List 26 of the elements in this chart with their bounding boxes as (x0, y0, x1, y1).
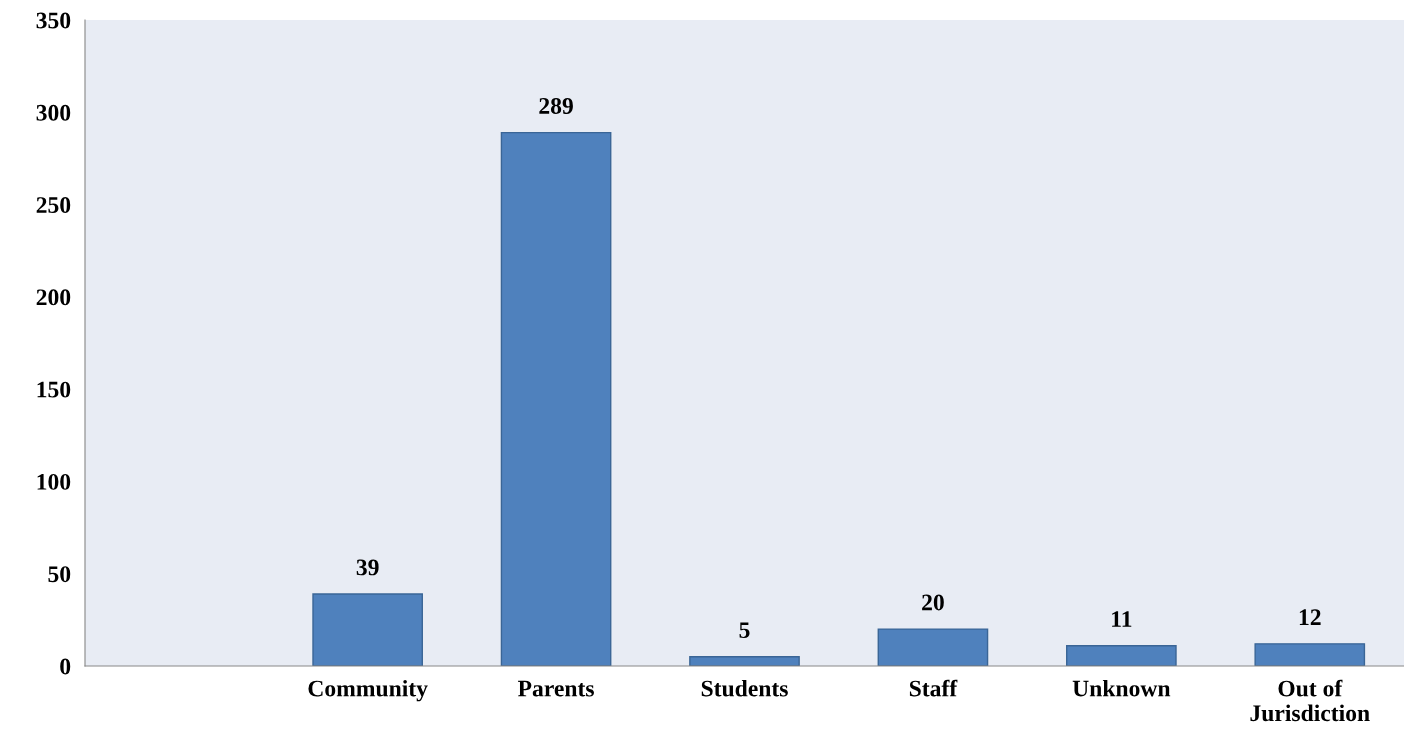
data-label: 12 (1299, 609, 1321, 625)
data-label: 5 (739, 622, 750, 639)
y-tick-label: 0 (60, 658, 71, 675)
bar (877, 628, 989, 666)
x-tick-label: Students (701, 679, 788, 697)
x-tick-label: Community (308, 679, 428, 702)
data-label: 289 (539, 97, 573, 114)
bar (689, 656, 800, 666)
x-tick-label: Staff (909, 679, 958, 697)
data-label: 11 (1112, 611, 1132, 627)
x-tick-label: Parents (517, 680, 594, 697)
bar (1254, 643, 1366, 666)
y-tick-label: 200 (36, 289, 71, 306)
x-tick-label: Out of Jurisdiction (1250, 679, 1370, 722)
y-tick-label: 250 (36, 197, 71, 213)
bar (312, 593, 423, 666)
bar (1066, 645, 1177, 666)
data-label: 39 (356, 559, 379, 576)
y-tick-label: 300 (36, 104, 71, 121)
y-tick-label: 100 (37, 473, 71, 490)
y-tick-label: 150 (37, 381, 71, 398)
data-label: 20 (922, 594, 944, 611)
y-tick-label: 350 (36, 12, 71, 29)
x-tick-label: Unknown (1072, 679, 1171, 697)
bar (500, 131, 612, 666)
y-tick-label: 50 (48, 566, 71, 583)
